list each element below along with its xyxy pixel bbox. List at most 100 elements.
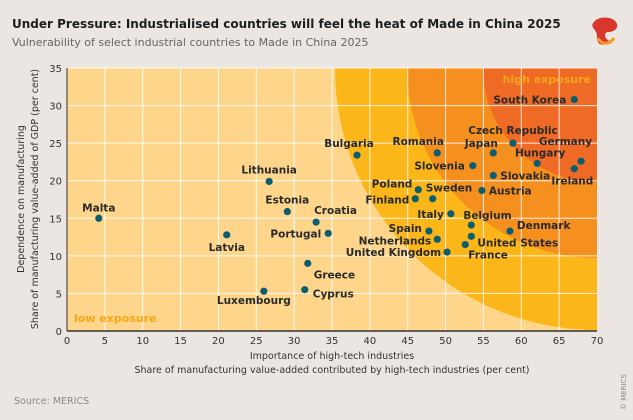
point-label: Germany xyxy=(539,136,592,148)
point-marker xyxy=(506,227,514,235)
point-marker xyxy=(265,177,273,186)
data-point-poland: Poland xyxy=(372,179,422,194)
y-axis-subtitle: Share of manufacturing value-added of GD… xyxy=(30,69,41,329)
point-label: Czech Republic xyxy=(468,125,557,137)
x-tick-label: 70 xyxy=(591,336,604,347)
chart-subtitle: Vulnerability of select industrial count… xyxy=(12,36,369,49)
source-note: Source: MERICS xyxy=(14,396,89,407)
x-tick-label: 25 xyxy=(250,336,263,347)
x-tick-label: 35 xyxy=(326,336,339,347)
high-exposure-label: high exposure xyxy=(503,73,591,86)
point-label: Poland xyxy=(372,179,413,191)
data-point-south-korea: South Korea xyxy=(493,95,578,107)
x-tick-label: 40 xyxy=(363,336,376,347)
point-label: Netherlands xyxy=(359,235,432,247)
data-point-italy: Italy xyxy=(417,209,455,221)
point-label: Denmark xyxy=(517,220,572,232)
data-point-croatia: Croatia xyxy=(312,205,357,226)
data-point-hungary: Hungary xyxy=(515,147,566,168)
data-point-sweden: Sweden xyxy=(426,183,473,203)
gridlines xyxy=(67,67,597,331)
point-marker xyxy=(301,286,309,294)
point-label: Latvia xyxy=(209,242,245,254)
point-marker xyxy=(577,157,585,165)
point-marker xyxy=(433,235,441,243)
point-label: Italy xyxy=(417,209,444,221)
point-marker xyxy=(533,159,541,168)
y-tick-label: 10 xyxy=(49,252,62,263)
x-tick-label: 10 xyxy=(136,336,149,347)
x-tick-label: 45 xyxy=(401,336,414,347)
data-point-greece: Greece xyxy=(304,259,355,281)
point-marker xyxy=(469,162,477,170)
point-label: Lithuania xyxy=(241,164,297,176)
data-point-romania: Romania xyxy=(392,136,444,157)
point-label: Slovakia xyxy=(500,170,550,182)
x-tick-label: 30 xyxy=(288,336,301,347)
data-point-portugal: Portugal xyxy=(270,228,332,240)
point-label: Sweden xyxy=(426,183,473,195)
point-marker xyxy=(312,218,320,226)
point-marker xyxy=(443,248,451,256)
point-marker xyxy=(414,186,422,194)
point-label: Cyprus xyxy=(313,289,354,301)
point-label: Hungary xyxy=(515,147,566,159)
point-marker xyxy=(429,195,437,203)
data-point-finland: Finland xyxy=(365,195,419,207)
data-point-bulgaria: Bulgaria xyxy=(324,138,374,159)
point-marker xyxy=(425,227,433,235)
y-tick-label: 15 xyxy=(49,214,62,225)
data-point-france: France xyxy=(461,240,508,262)
point-label: Bulgaria xyxy=(324,138,374,150)
merics-logo-icon xyxy=(592,17,618,45)
x-tick-label: 0 xyxy=(64,336,70,347)
data-point-belgium: Belgium xyxy=(463,210,512,229)
point-label: Belgium xyxy=(463,210,511,222)
point-label: South Korea xyxy=(493,95,566,107)
point-label: France xyxy=(468,250,508,262)
y-tick-label: 30 xyxy=(49,102,62,113)
point-marker xyxy=(260,287,268,295)
data-point-slovakia: Slovakia xyxy=(489,170,550,182)
copyright: © MERICS xyxy=(620,373,628,410)
x-tick-label: 20 xyxy=(212,336,225,347)
data-point-latvia: Latvia xyxy=(209,231,245,254)
point-marker xyxy=(489,171,497,180)
data-point-denmark: Denmark xyxy=(506,220,571,235)
x-axis-subtitle: Share of manufacturing value-added contr… xyxy=(134,365,529,376)
point-marker xyxy=(95,214,103,222)
data-point-united-states: United States xyxy=(467,232,558,249)
x-tick-label: 15 xyxy=(174,336,187,347)
point-marker xyxy=(467,232,475,240)
point-marker xyxy=(478,186,486,195)
point-marker xyxy=(570,95,578,104)
data-point-malta: Malta xyxy=(82,202,115,222)
point-marker xyxy=(570,165,578,173)
point-marker xyxy=(353,151,361,159)
data-point-lithuania: Lithuania xyxy=(241,164,297,186)
point-label: Malta xyxy=(82,202,115,214)
data-point-spain: Spain xyxy=(389,223,433,235)
point-label: Japan xyxy=(464,138,498,150)
y-tick-label: 35 xyxy=(49,64,62,75)
data-point-austria: Austria xyxy=(478,185,532,197)
point-marker xyxy=(304,259,312,267)
data-point-germany: Germany xyxy=(539,136,592,165)
y-axis-title: Dependence on manufacturing xyxy=(16,125,27,273)
x-tick-label: 5 xyxy=(102,336,108,347)
point-label: Austria xyxy=(489,185,532,197)
x-tick-label: 60 xyxy=(515,336,528,347)
data-points: Malta Latvia Lithuania Estonia Croatia Portug… xyxy=(82,95,593,308)
x-axis-title: Importance of high-tech industries xyxy=(250,351,414,362)
point-label: Portugal xyxy=(270,228,321,240)
data-point-estonia: Estonia xyxy=(265,195,309,216)
zone-highest xyxy=(483,68,597,182)
point-label: Estonia xyxy=(265,195,309,207)
axes: 0 5 10 15 20 25 30 35 40 45 50 55 60 65 70 0 5 10 15 20 25 30… xyxy=(49,64,603,347)
point-marker xyxy=(433,149,441,157)
point-label: Luxembourg xyxy=(217,295,291,307)
low-exposure-label: low exposure xyxy=(74,312,157,325)
point-label: Ireland xyxy=(551,176,593,188)
y-tick-label: 5 xyxy=(56,289,62,300)
